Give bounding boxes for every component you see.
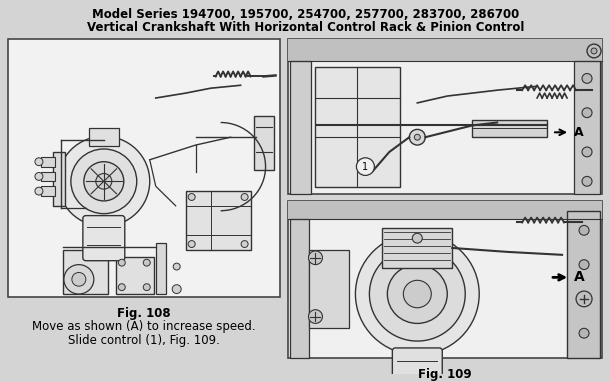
Bar: [287, 201, 602, 358]
FancyBboxPatch shape: [392, 348, 442, 382]
Text: Fig. 108: Fig. 108: [117, 307, 171, 320]
Text: Vertical Crankshaft With Horizontal Control Rack & Pinion Control: Vertical Crankshaft With Horizontal Cont…: [87, 21, 524, 34]
Circle shape: [414, 134, 420, 140]
Text: Move as shown (A) to increase speed.: Move as shown (A) to increase speed.: [32, 320, 256, 333]
Circle shape: [58, 136, 149, 227]
Circle shape: [582, 176, 592, 186]
Circle shape: [579, 260, 589, 270]
Circle shape: [143, 259, 150, 266]
Circle shape: [587, 44, 601, 58]
Circle shape: [370, 247, 465, 341]
Text: Model Series 194700, 195700, 254700, 257700, 283700, 286700: Model Series 194700, 195700, 254700, 257…: [92, 8, 519, 21]
Text: Fig. 109: Fig. 109: [418, 367, 472, 380]
Bar: [89, 128, 119, 146]
Bar: [567, 211, 600, 358]
Bar: [185, 191, 251, 250]
Circle shape: [582, 73, 592, 83]
Circle shape: [309, 310, 323, 324]
Circle shape: [35, 158, 43, 166]
Circle shape: [579, 328, 589, 338]
Circle shape: [409, 129, 425, 145]
Circle shape: [118, 284, 125, 291]
Circle shape: [309, 251, 323, 265]
Circle shape: [403, 280, 431, 308]
Circle shape: [582, 108, 592, 118]
Bar: [382, 228, 452, 267]
Circle shape: [591, 48, 597, 54]
Circle shape: [579, 294, 589, 304]
Bar: [41, 186, 55, 196]
Bar: [53, 152, 65, 206]
Circle shape: [118, 259, 125, 266]
Bar: [287, 39, 602, 61]
Bar: [309, 250, 350, 328]
Text: A: A: [574, 270, 585, 284]
Circle shape: [387, 265, 447, 324]
Circle shape: [579, 225, 589, 235]
Circle shape: [72, 272, 86, 286]
Bar: [63, 250, 108, 294]
Bar: [574, 61, 600, 194]
Bar: [8, 39, 279, 297]
Bar: [156, 243, 166, 294]
Circle shape: [241, 241, 248, 248]
Circle shape: [96, 173, 112, 189]
Text: Slide control (1), Fig. 109.: Slide control (1), Fig. 109.: [68, 334, 220, 347]
Circle shape: [356, 158, 375, 175]
Text: 1: 1: [362, 162, 368, 172]
Circle shape: [188, 194, 195, 201]
Circle shape: [35, 173, 43, 180]
Bar: [41, 172, 55, 181]
Bar: [41, 157, 55, 167]
Circle shape: [84, 162, 124, 201]
Circle shape: [576, 291, 592, 307]
Circle shape: [35, 187, 43, 195]
Bar: [254, 116, 273, 170]
FancyBboxPatch shape: [83, 215, 125, 261]
Circle shape: [143, 284, 150, 291]
Bar: [290, 61, 312, 194]
Bar: [116, 257, 154, 294]
Circle shape: [356, 233, 479, 355]
Circle shape: [173, 263, 180, 270]
Text: A: A: [574, 126, 584, 139]
Circle shape: [188, 241, 195, 248]
Bar: [290, 219, 309, 358]
Circle shape: [241, 194, 248, 201]
Bar: [472, 120, 547, 137]
Bar: [315, 66, 400, 187]
Circle shape: [172, 285, 181, 293]
Circle shape: [582, 147, 592, 157]
Bar: [287, 39, 602, 194]
Circle shape: [64, 265, 94, 294]
Bar: [287, 201, 602, 219]
Circle shape: [71, 149, 137, 214]
Circle shape: [412, 233, 422, 243]
